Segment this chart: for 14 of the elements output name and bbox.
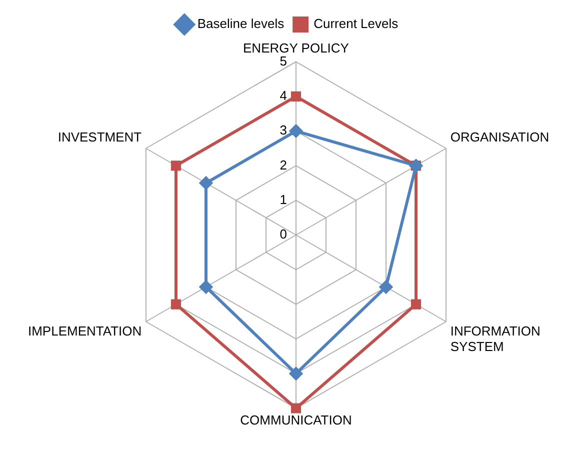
y-tick-label: 1 <box>280 192 287 207</box>
spoke-label: COMMUNICATION <box>240 412 352 428</box>
spoke-label: IMPLEMENTATION <box>28 324 142 338</box>
y-tick-label: 5 <box>280 53 287 68</box>
y-tick-label: 2 <box>280 157 287 172</box>
spoke-label: ENERGY POLICY <box>243 40 350 56</box>
legend-label: Baseline levels <box>197 16 285 32</box>
y-tick-label: 4 <box>280 88 287 103</box>
legend-label: Current Levels <box>314 16 399 32</box>
y-tick-label: 0 <box>280 226 287 242</box>
spoke-label: INVESTMENT <box>58 130 142 145</box>
spoke-label: ORGANISATION <box>450 130 550 145</box>
y-tick-label: 3 <box>280 122 287 138</box>
spoke-label: INFORMATION SYSTEM <box>450 324 540 354</box>
